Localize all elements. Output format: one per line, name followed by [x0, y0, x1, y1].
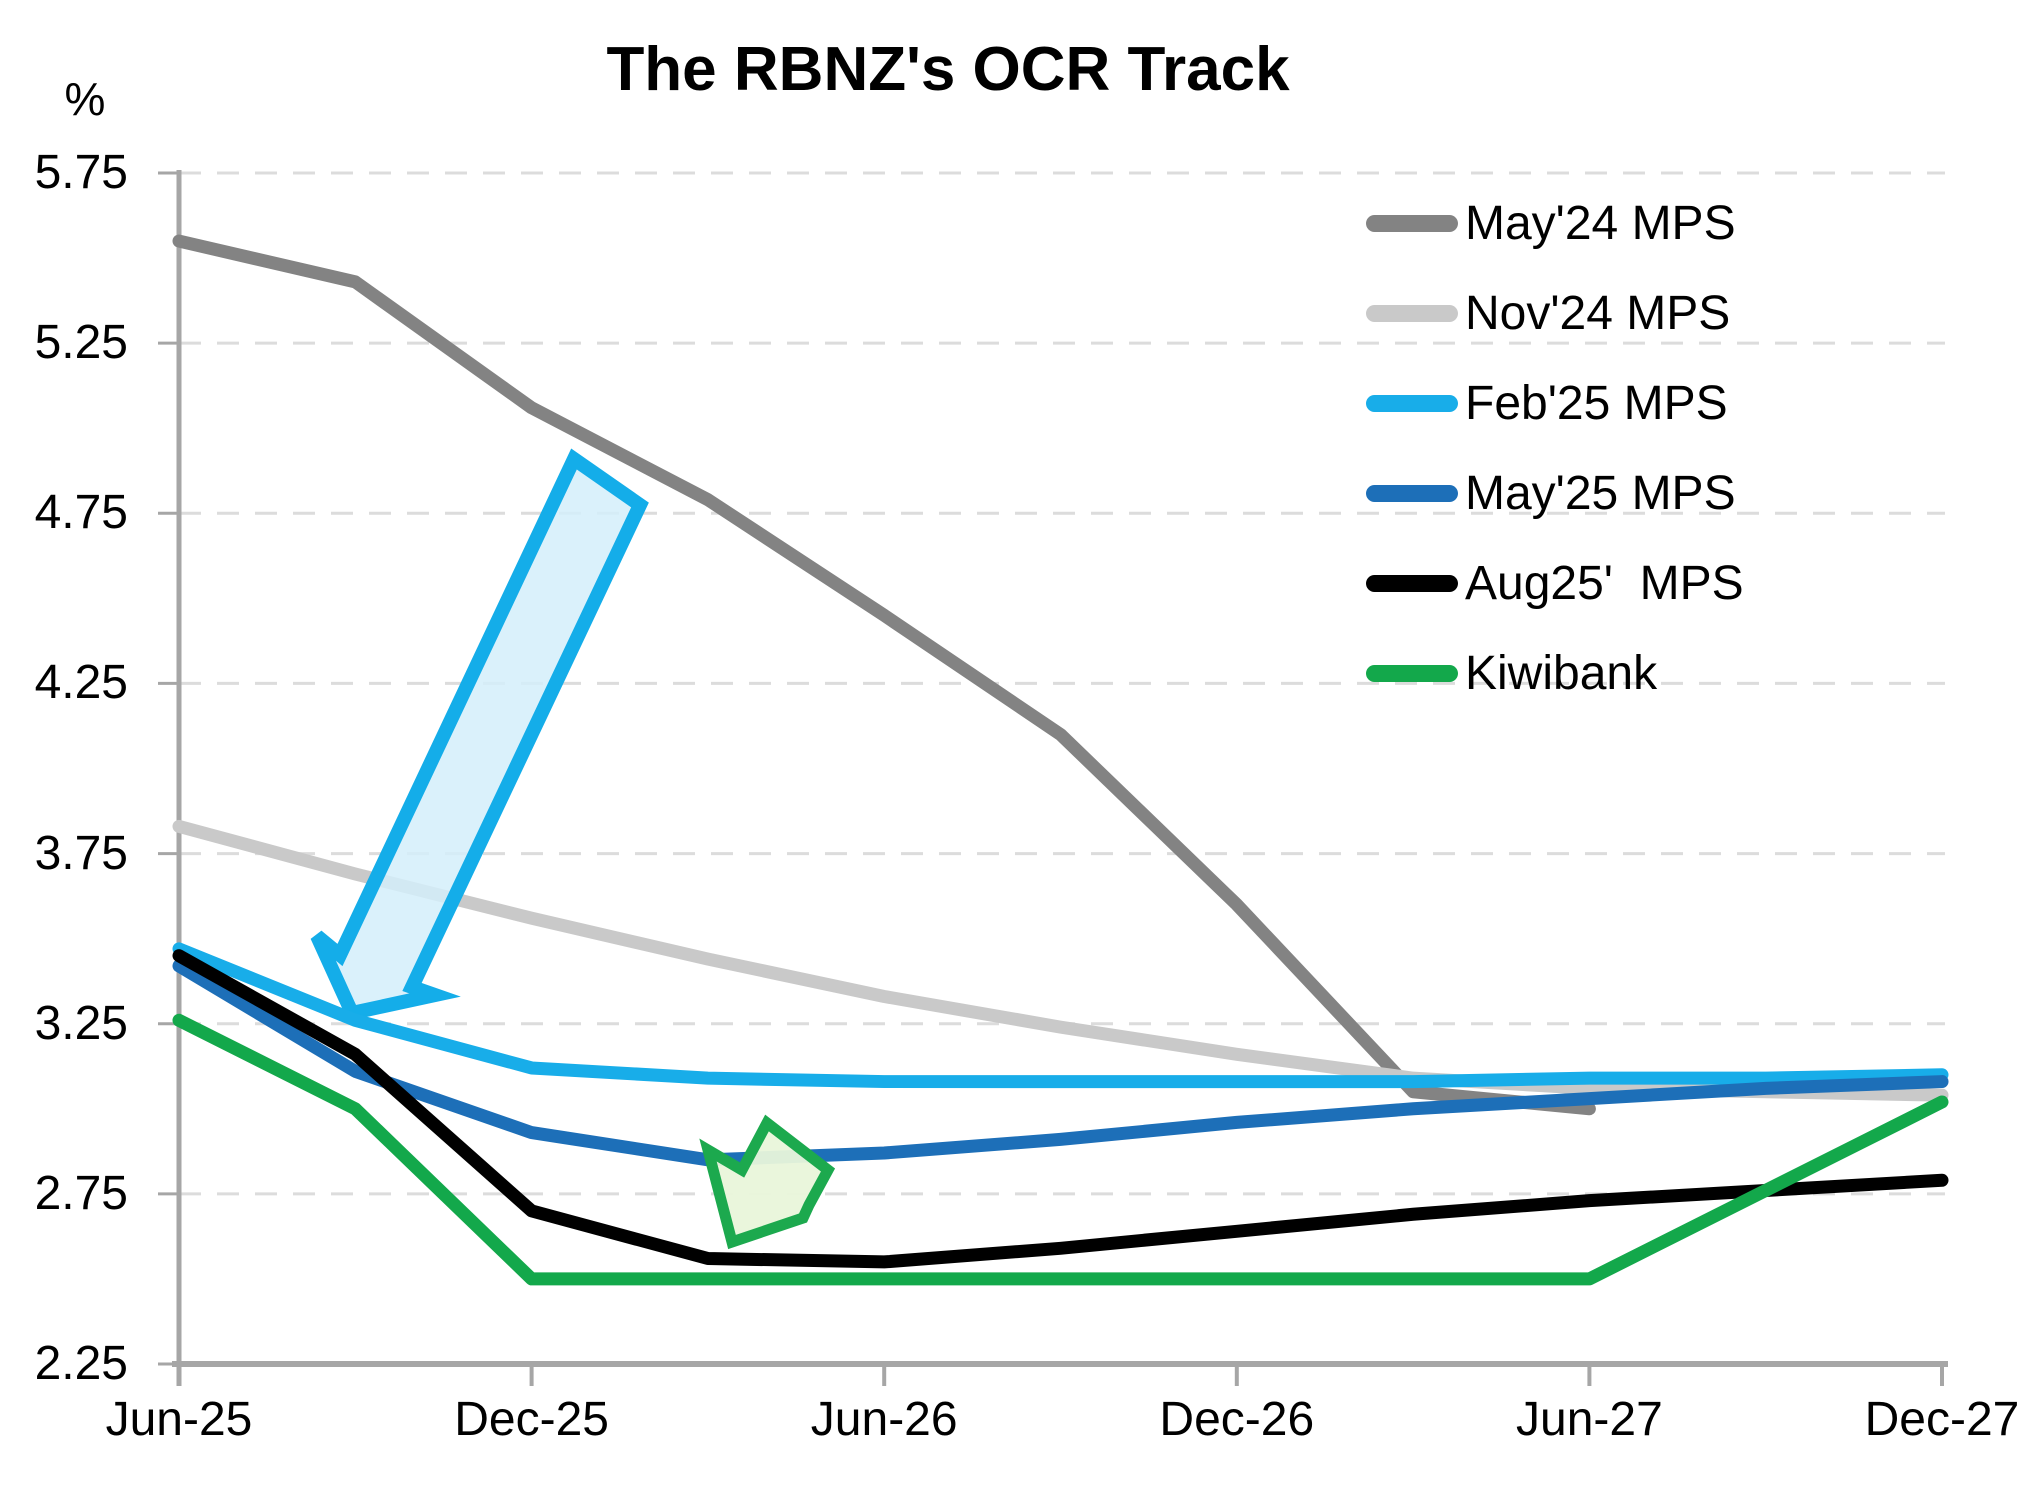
legend-item-aug25-mps: Aug25' MPS	[1366, 538, 1744, 628]
legend-label: Nov'24 MPS	[1465, 286, 1731, 340]
legend-swatch-aug25-mps	[1366, 574, 1458, 592]
y-axis-tick-label: 3.75	[34, 826, 128, 880]
x-axis-tick-label: Dec-26	[1159, 1393, 1315, 1446]
y-axis-tick-label: 4.25	[34, 656, 128, 710]
x-axis-tick-label: Dec-27	[1864, 1393, 2020, 1446]
small-downshift-arrow	[699, 1114, 836, 1250]
series-line-may-24-mps	[172, 234, 1596, 1116]
legend-item-may-24-mps: May'24 MPS	[1366, 178, 1744, 268]
legend-item-may-25-mps: May'25 MPS	[1366, 448, 1744, 538]
y-axis-unit-label: %	[64, 73, 106, 125]
legend: May'24 MPS Nov'24 MPS Feb'25 MPS May'25 MPS…	[1366, 178, 1744, 718]
y-axis-tick-label: 5.25	[34, 316, 128, 370]
legend-swatch-nov-24-mps	[1366, 304, 1458, 322]
large-downshift-arrow	[310, 448, 649, 1022]
legend-label: May'25 MPS	[1465, 466, 1736, 520]
legend-label: Feb'25 MPS	[1465, 376, 1728, 430]
series-line-feb-25-mps	[172, 942, 1949, 1089]
series-line-kiwibank	[172, 1013, 1949, 1286]
x-axis-tick-label: Dec-25	[454, 1393, 609, 1446]
legend-swatch-may-24-mps	[1366, 214, 1458, 232]
legend-item-kiwibank: Kiwibank	[1366, 628, 1744, 718]
legend-swatch-kiwibank	[1366, 664, 1458, 682]
legend-swatch-feb-25-mps	[1366, 394, 1458, 412]
x-axis-tick-label: Jun-25	[105, 1393, 253, 1446]
series-line-aug25-mps	[172, 949, 1949, 1269]
chart-title: The RBNZ's OCR Track	[606, 35, 1290, 104]
series-line-may-25-mps	[172, 959, 1949, 1167]
x-axis-tick-label: Jun-26	[810, 1393, 958, 1446]
y-axis-tick-label: 2.75	[34, 1166, 128, 1220]
legend-label: Aug25' MPS	[1465, 556, 1744, 610]
legend-label: Kiwibank	[1465, 646, 1658, 700]
legend-item-feb-25-mps: Feb'25 MPS	[1366, 358, 1744, 448]
legend-label: May'24 MPS	[1465, 196, 1736, 250]
y-axis-tick-label: 4.75	[34, 486, 128, 540]
y-axis-tick-label: 5.75	[34, 146, 128, 199]
y-axis-tick-label: 2.25	[34, 1337, 128, 1390]
y-axis-tick-label: 3.25	[34, 996, 128, 1050]
legend-swatch-may-25-mps	[1366, 484, 1458, 502]
legend-item-nov-24-mps: Nov'24 MPS	[1366, 268, 1744, 358]
x-axis-tick-label: Jun-27	[1516, 1393, 1663, 1446]
